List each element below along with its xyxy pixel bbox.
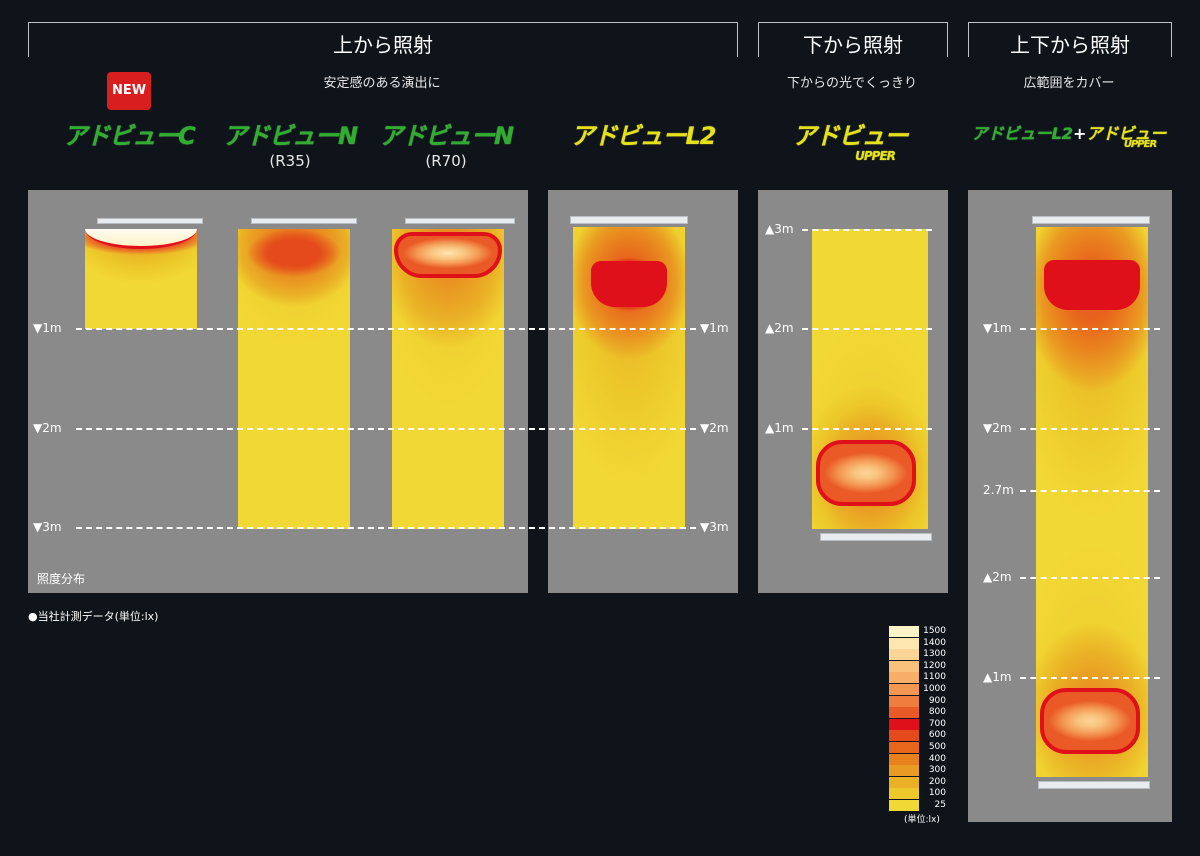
upper-line-3m	[802, 229, 932, 231]
legend-swatch	[889, 800, 919, 811]
fixture-combined-top	[1032, 216, 1150, 224]
product-variant-r35: (R35)	[269, 152, 311, 170]
new-badge: NEW	[107, 72, 151, 110]
legend-value: 200	[928, 776, 946, 787]
legend-swatch	[889, 695, 919, 707]
legend-swatch	[889, 626, 919, 637]
fixture-n-r35	[251, 218, 357, 224]
product-logo-combo: アドビューL2+アドビュー	[966, 120, 1172, 144]
fixture-n-r70	[405, 218, 515, 224]
legend-value: 100	[928, 788, 946, 799]
product-logo-upper: アドビュー	[792, 122, 909, 150]
legend-value: 1000	[923, 684, 946, 694]
distance-label-left-3m: ▼3m	[33, 520, 62, 534]
section-subtitle-top: 安定感のある演出に	[323, 76, 441, 91]
legend-unit: (単位:lx)	[904, 815, 940, 825]
combo-logo-l2: アドビューL2	[971, 124, 1073, 143]
heatmap-c-cap	[85, 229, 197, 249]
legend-swatch	[889, 776, 919, 788]
upper-label-3m: ▲3m	[765, 222, 794, 236]
combined-label-1m-up: ▲1m	[983, 670, 1012, 684]
legend-value: 300	[928, 765, 946, 776]
distance-line-2m	[76, 428, 696, 430]
panel-caption: 照度分布	[37, 572, 86, 586]
product-logo-upper-sub: UPPER	[855, 149, 896, 163]
legend-swatch	[889, 788, 919, 800]
upper-line-2m	[802, 328, 932, 330]
legend-value: 1400	[923, 637, 946, 648]
upper-label-2m: ▲2m	[765, 321, 794, 335]
legend-value: 25	[934, 800, 946, 810]
section-subtitle-both: 広範囲をカバー	[1023, 76, 1115, 91]
legend-swatch	[889, 649, 919, 661]
distance-line-3m	[76, 527, 696, 529]
fixture-upper	[820, 533, 932, 541]
legend-value: 1300	[923, 649, 946, 660]
legend-value: 800	[928, 707, 946, 718]
product-variant-r70: (R70)	[425, 152, 467, 170]
combined-line-2_7m	[1020, 490, 1160, 492]
distance-label-right-1m: ▼1m	[700, 321, 729, 335]
combined-line-2m-down	[1020, 428, 1160, 430]
product-logo-n-r70: アドビューN	[378, 122, 514, 150]
section-title-both: 上下から照射	[968, 22, 1172, 57]
combined-label-2m-up: ▲2m	[983, 570, 1012, 584]
heatmap-l2-core	[591, 261, 667, 307]
heatmap-combined	[1036, 227, 1148, 777]
legend-swatch	[889, 637, 919, 649]
distance-line-1m	[76, 328, 696, 330]
upper-line-1m	[802, 428, 932, 430]
combo-logo-upper: アドビュー	[1086, 124, 1167, 143]
combined-line-2m-up	[1020, 577, 1160, 579]
legend-swatch	[889, 672, 919, 684]
legend-swatch	[889, 730, 919, 742]
heatmap-combined-core-top	[1044, 260, 1140, 310]
combo-plus: +	[1072, 124, 1087, 143]
heatmap-upper-core	[816, 440, 916, 506]
legend-swatch	[889, 753, 919, 765]
legend-swatch	[889, 707, 919, 719]
combined-label-2m-down: ▼2m	[983, 421, 1012, 435]
product-logo-c: アドビューC	[63, 122, 196, 150]
measurement-note: ●当社計測データ(単位:lx)	[28, 610, 159, 623]
legend-value: 400	[928, 753, 946, 764]
section-title-bottom: 下から照射	[758, 22, 948, 57]
product-logo-l2: アドビューL2	[570, 122, 717, 150]
fixture-c	[97, 218, 203, 224]
legend-value: 1500	[923, 626, 946, 636]
legend-value: 600	[928, 730, 946, 741]
distance-label-left-1m: ▼1m	[33, 321, 62, 335]
upper-label-1m: ▲1m	[765, 421, 794, 435]
distance-label-left-2m: ▼2m	[33, 421, 62, 435]
heatmap-n-r35	[238, 229, 350, 529]
legend-value: 900	[928, 695, 946, 706]
section-title-top: 上から照射	[28, 22, 738, 57]
product-logo-n-r35: アドビューN	[222, 122, 358, 150]
heatmap-n-r70-core	[394, 232, 502, 278]
legend-swatch	[889, 742, 919, 753]
distance-label-right-2m: ▼2m	[700, 421, 729, 435]
section-subtitle-bottom: 下からの光でくっきり	[786, 76, 917, 91]
legend-value: 700	[928, 718, 946, 729]
combined-label-1m-down: ▼1m	[983, 321, 1012, 335]
combined-line-1m-down	[1020, 328, 1160, 330]
heatmap-combined-core-bottom	[1040, 688, 1140, 754]
combined-label-2_7m: 2.7m	[983, 483, 1014, 497]
fixture-l2	[570, 216, 688, 224]
legend-swatch	[889, 718, 919, 730]
legend-value: 1100	[923, 672, 946, 683]
legend-swatch	[889, 660, 919, 672]
legend-value: 500	[928, 742, 946, 752]
legend-value: 1200	[923, 660, 946, 671]
distance-label-right-3m: ▼3m	[700, 520, 729, 534]
legend-swatch	[889, 684, 919, 695]
product-logo-combo-sub: UPPER	[1123, 139, 1157, 150]
legend-swatch	[889, 765, 919, 777]
heatmap-n-r70	[392, 229, 504, 529]
combined-line-1m-up	[1020, 677, 1160, 679]
fixture-combined-bottom	[1038, 781, 1150, 789]
